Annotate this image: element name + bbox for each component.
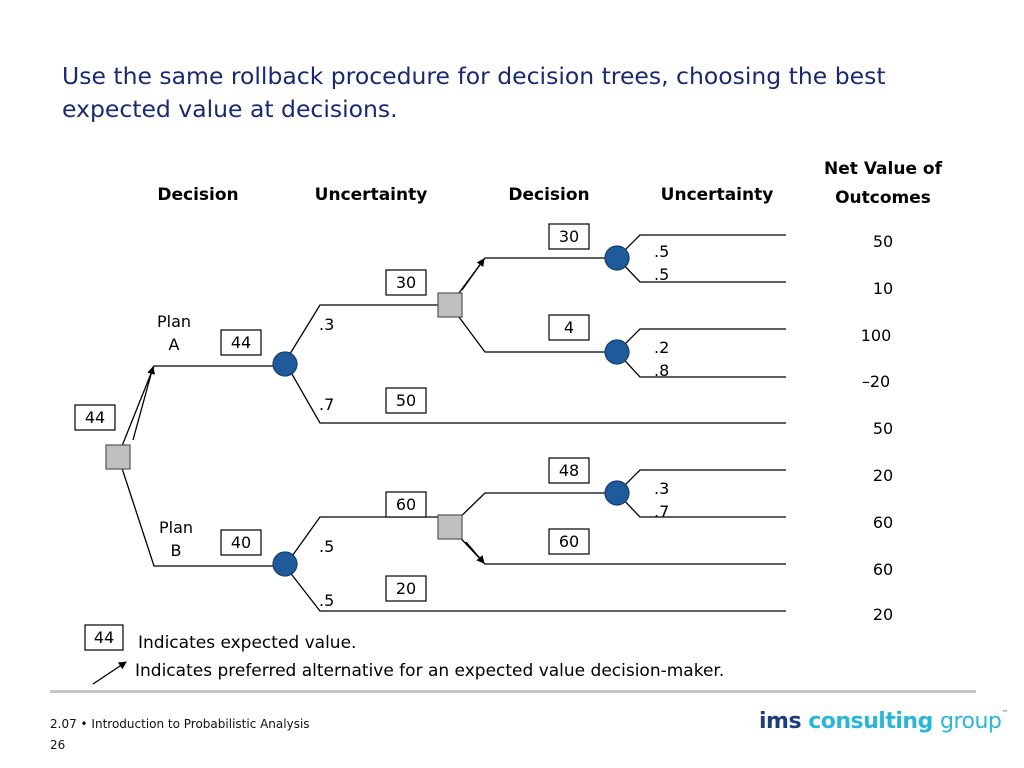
legend-arrow-text: Indicates preferred alternative for an e…	[135, 661, 724, 681]
plan-b-label-line1: Plan	[159, 518, 193, 537]
prob-outcome-3: .2	[654, 338, 669, 357]
prob-outcome-7: .7	[654, 502, 669, 521]
outcome-value-4: –20	[862, 372, 890, 391]
branch-outcome-7	[616, 492, 786, 518]
prob-b-lower: .5	[319, 591, 334, 610]
chance-node-a-upper	[604, 245, 630, 271]
chance-node-b-upper	[604, 480, 630, 506]
ev-box-plan-b: 40	[220, 529, 262, 556]
prob-outcome-6: .3	[654, 479, 669, 498]
branch-outcome-2	[616, 257, 786, 283]
ev-box-a-upper: 30	[385, 269, 427, 296]
branch-b-decision-upper	[449, 492, 617, 528]
chance-node-plan-a	[272, 351, 298, 377]
footer-divider	[50, 690, 976, 693]
outcome-value-5: 50	[873, 419, 893, 438]
column-header-net-value-line1: Net Value of	[824, 159, 943, 179]
branch-outcome-4	[616, 351, 786, 378]
ev-value-root: 44	[85, 408, 105, 427]
column-header-decision-1: Decision	[157, 185, 238, 205]
ev-value-b-lower: 20	[396, 579, 416, 598]
preferred-arrow-a-decision	[461, 258, 485, 291]
outcome-value-7: 60	[873, 513, 893, 532]
prob-outcome-4: .8	[654, 361, 669, 380]
ev-box-b-upper: 60	[385, 491, 427, 518]
ev-box-b-lower: 20	[385, 575, 427, 602]
branch-a-upper	[284, 304, 450, 363]
ev-value-a-decision-lower: 4	[564, 318, 574, 337]
ev-value-b-upper: 60	[396, 495, 416, 514]
chance-node-plan-b	[272, 551, 298, 577]
outcome-value-8: 60	[873, 560, 893, 579]
branch-a-decision-lower	[449, 304, 617, 353]
preferred-arrow-plan-a	[132, 366, 156, 441]
column-header-uncertainty-2: Uncertainty	[661, 185, 774, 205]
ev-box-plan-a: 44	[220, 329, 262, 356]
slide-title: Use the same rollback procedure for deci…	[62, 62, 886, 123]
preferred-arrow-b-decision	[465, 541, 485, 564]
ev-value-a-decision-upper: 30	[559, 227, 579, 246]
footer-page-number: 26	[50, 738, 66, 752]
decision-node-a	[437, 292, 463, 318]
legend-ev-sample-value: 44	[94, 628, 114, 647]
outcome-value-1: 50	[873, 232, 893, 251]
prob-a-lower: .7	[319, 395, 334, 414]
branch-outcome-1	[616, 234, 786, 259]
ev-value-b-decision-upper: 48	[559, 461, 579, 480]
branch-b-lower	[284, 565, 786, 612]
branch-a-lower	[284, 361, 786, 424]
chance-node-a-lower	[604, 339, 630, 365]
ev-value-a-lower: 50	[396, 391, 416, 410]
ev-box-root: 44	[74, 404, 116, 431]
ev-value-a-upper: 30	[396, 273, 416, 292]
prob-outcome-2: .5	[654, 265, 669, 284]
legend-arrow-icon	[92, 661, 127, 685]
ev-value-plan-a: 44	[231, 333, 251, 352]
outcome-value-2: 10	[873, 279, 893, 298]
plan-b-label-line2: B	[171, 541, 182, 560]
ev-box-a-decision-lower: 4	[548, 314, 590, 341]
prob-b-upper: .5	[319, 537, 334, 556]
branch-a-decision-upper	[449, 257, 617, 306]
outcome-value-3: 100	[861, 326, 892, 345]
footer-course: 2.07 • Introduction to Probabilistic Ana…	[50, 717, 310, 731]
column-header-uncertainty-1: Uncertainty	[315, 185, 428, 205]
column-header-net-value-line2: Outcomes	[835, 188, 931, 208]
prob-a-upper: .3	[319, 315, 334, 334]
plan-a-label-line1: Plan	[157, 312, 191, 331]
ev-box-a-decision-upper: 30	[548, 223, 590, 250]
ev-value-plan-b: 40	[231, 533, 251, 552]
root-decision-node	[105, 444, 131, 470]
branch-b-decision-lower	[449, 526, 786, 565]
branch-plan-b	[117, 455, 285, 567]
ev-box-b-decision-lower: 60	[548, 528, 590, 555]
column-header-decision-2: Decision	[508, 185, 589, 205]
ev-box-a-lower: 50	[385, 387, 427, 414]
ev-value-b-decision-lower: 60	[559, 532, 579, 551]
legend-ev-sample: 44	[84, 624, 124, 651]
prob-outcome-1: .5	[654, 242, 669, 261]
branch-b-upper	[284, 516, 450, 567]
plan-a-label-line2: A	[169, 335, 180, 354]
legend-ev-text: Indicates expected value.	[138, 633, 356, 653]
outcome-value-9: 20	[873, 605, 893, 624]
ims-consulting-group-logo: ims consulting group™	[759, 709, 1008, 734]
branch-outcome-3	[616, 328, 786, 353]
branch-outcome-6	[616, 469, 786, 494]
outcome-value-6: 20	[873, 466, 893, 485]
decision-node-b	[437, 514, 463, 540]
branch-plan-a	[117, 365, 285, 457]
ev-box-b-decision-upper: 48	[548, 457, 590, 484]
